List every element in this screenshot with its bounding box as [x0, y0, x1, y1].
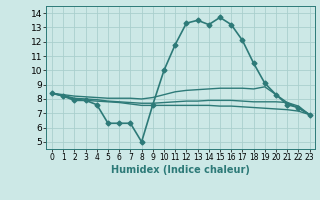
X-axis label: Humidex (Indice chaleur): Humidex (Indice chaleur) — [111, 165, 250, 175]
